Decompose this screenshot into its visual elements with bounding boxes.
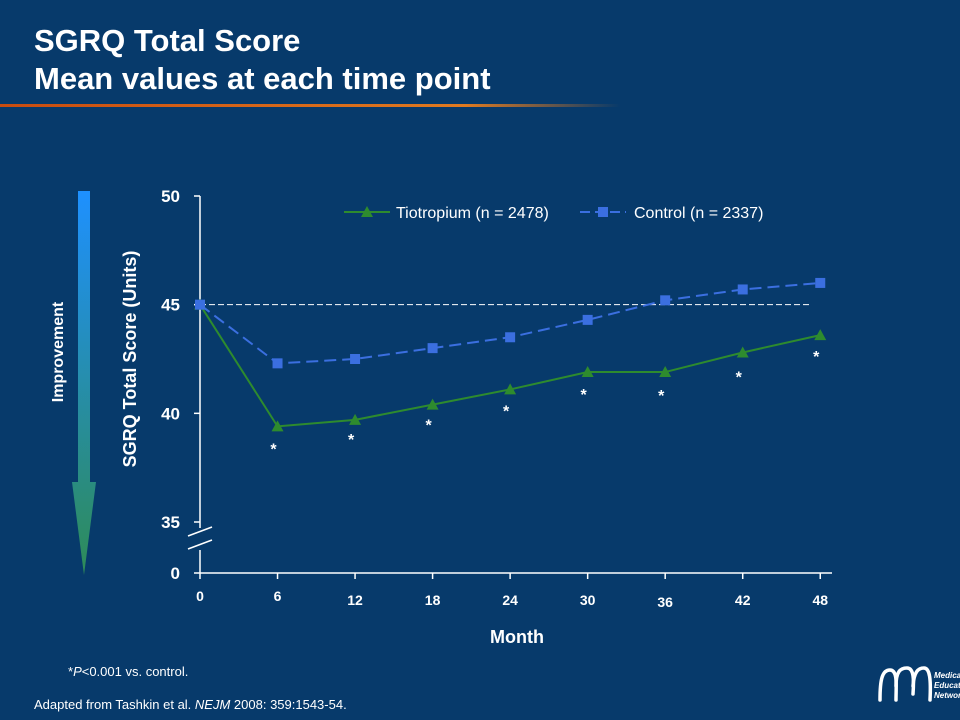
significance-star: * bbox=[581, 387, 588, 404]
y-tick-label: 50 bbox=[161, 187, 180, 206]
x-tick-label: 42 bbox=[735, 592, 751, 608]
title-line-1: SGRQ Total Score bbox=[34, 23, 301, 58]
axis-break-mark-1 bbox=[187, 526, 213, 537]
medical-education-network-logo: Medical Education Network bbox=[878, 666, 960, 702]
title-line-2: Mean values at each time point bbox=[34, 61, 491, 96]
x-tick-label: 30 bbox=[580, 592, 596, 608]
control-point bbox=[505, 332, 516, 343]
significance-star: * bbox=[736, 369, 743, 386]
control-point bbox=[815, 277, 826, 288]
tiotropium-point bbox=[736, 346, 749, 358]
x-tick-label: 0 bbox=[196, 588, 204, 604]
x-tick-label: 48 bbox=[812, 592, 828, 608]
tiotropium-point bbox=[814, 329, 827, 341]
tiotropium-point bbox=[349, 413, 362, 425]
improvement-label: Improvement bbox=[50, 301, 67, 402]
footnote: *P<0.001 vs. control. bbox=[68, 664, 189, 679]
control-point bbox=[737, 284, 748, 295]
series-line-control bbox=[199, 281, 821, 365]
tiotropium-point bbox=[271, 420, 284, 432]
logo-word-2: Education bbox=[934, 681, 960, 690]
x-tick-label: 18 bbox=[425, 592, 441, 608]
tiotropium-point bbox=[426, 398, 439, 410]
control-point bbox=[427, 343, 438, 354]
x-axis-title: Month bbox=[490, 627, 544, 647]
control-point bbox=[195, 299, 205, 310]
legend-marker-control bbox=[598, 207, 608, 217]
tiotropium-point bbox=[504, 383, 517, 395]
x-tick-label: 36 bbox=[657, 594, 673, 610]
significance-star: * bbox=[348, 432, 355, 449]
x-tick-label: 6 bbox=[274, 588, 282, 604]
y-tick-label: 45 bbox=[161, 296, 180, 315]
significance-star: * bbox=[503, 403, 510, 420]
control-point bbox=[582, 314, 593, 325]
significance-star: * bbox=[425, 418, 432, 435]
x-tick-label: 12 bbox=[347, 592, 363, 608]
legend-label-tiotropium: Tiotropium (n = 2478) bbox=[396, 205, 549, 222]
legend-label-control: Control (n = 2337) bbox=[634, 205, 763, 222]
significance-star: * bbox=[270, 441, 277, 458]
significance-star: * bbox=[813, 349, 820, 366]
logo-word-3: Network bbox=[934, 691, 960, 700]
title-underline bbox=[0, 104, 620, 107]
tiotropium-point bbox=[659, 366, 672, 378]
improvement-arrow-icon bbox=[72, 191, 96, 575]
y-tick-label: 40 bbox=[161, 404, 180, 423]
legend-marker-tiotropium bbox=[361, 206, 373, 217]
y-tick-label: 0 bbox=[171, 564, 180, 583]
control-point bbox=[272, 358, 283, 369]
slide-title: SGRQ Total Score Mean values at each tim… bbox=[34, 22, 491, 98]
control-point bbox=[660, 295, 671, 306]
tiotropium-point bbox=[581, 366, 594, 378]
axis-break-mark-2 bbox=[187, 539, 213, 550]
control-point bbox=[350, 354, 361, 364]
x-tick-label: 24 bbox=[502, 592, 518, 608]
y-axis-title: SGRQ Total Score (Units) bbox=[120, 251, 140, 468]
significance-star: * bbox=[658, 388, 665, 405]
source-citation: Adapted from Tashkin et al. NEJM 2008: 3… bbox=[34, 697, 347, 712]
logo-word-1: Medical bbox=[934, 671, 960, 680]
series-line-tiotropium bbox=[199, 304, 821, 428]
y-tick-label: 35 bbox=[161, 513, 180, 532]
